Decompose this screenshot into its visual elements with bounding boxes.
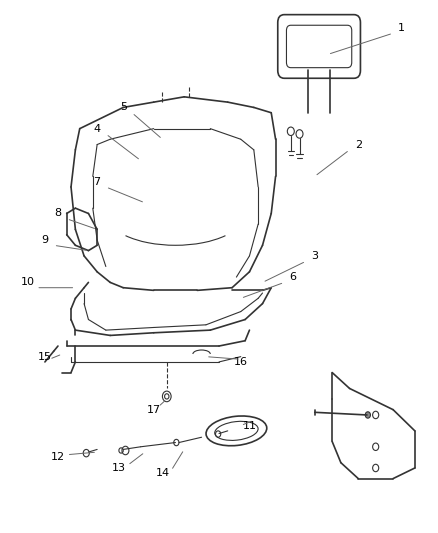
Text: 15: 15 — [38, 352, 52, 361]
Text: 9: 9 — [41, 235, 49, 245]
Text: 14: 14 — [155, 469, 170, 478]
Text: 1: 1 — [398, 23, 405, 33]
Text: 11: 11 — [243, 421, 257, 431]
Text: 13: 13 — [112, 463, 126, 473]
Text: 17: 17 — [147, 405, 161, 415]
Text: 5: 5 — [120, 102, 127, 112]
Text: 2: 2 — [355, 140, 362, 150]
Text: 16: 16 — [234, 357, 248, 367]
Circle shape — [365, 412, 371, 418]
Text: 12: 12 — [51, 453, 65, 463]
Text: 4: 4 — [94, 124, 101, 134]
Text: 10: 10 — [21, 277, 35, 287]
Text: 7: 7 — [94, 176, 101, 187]
Text: 6: 6 — [290, 272, 297, 282]
Text: 8: 8 — [54, 208, 61, 219]
Text: 3: 3 — [311, 251, 318, 261]
